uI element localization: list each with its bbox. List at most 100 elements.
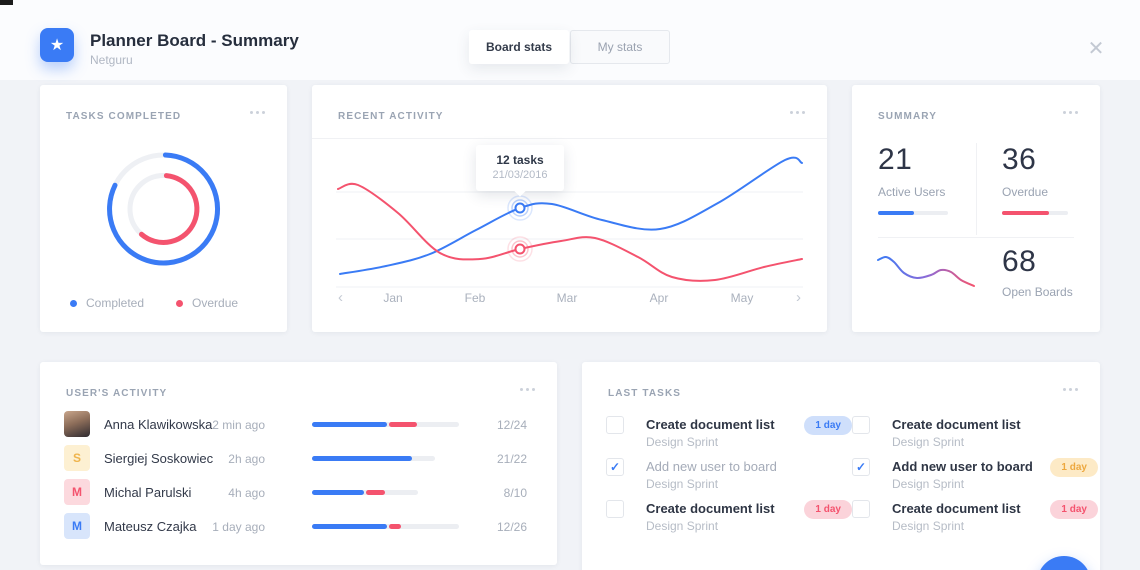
tooltip-value: 12 tasks — [496, 153, 544, 167]
user-progress-bar — [312, 524, 459, 529]
user-activity-row[interactable]: Anna Klawikowska 2 min ago 12/24 — [40, 408, 557, 442]
user-photo-avatar — [64, 411, 90, 437]
users-activity-card: USER'S ACTIVITY Anna Klawikowska 2 min ag… — [40, 362, 557, 565]
task-checkbox-checked[interactable]: ✓ — [852, 458, 870, 476]
progress-overdue-segment — [389, 422, 417, 427]
x-axis-months: ‹ › Jan Feb Mar Apr May — [336, 289, 803, 307]
last-tasks-column-2: Create document list Design Sprint ✓ Add ne… — [852, 414, 1098, 540]
user-activity-row[interactable]: M Mateusz Czajka 1 day ago 12/26 — [40, 510, 557, 544]
ellipsis-menu-icon[interactable] — [520, 388, 535, 391]
close-icon[interactable]: ✕ — [1087, 38, 1105, 60]
task-item: Create document list Design Sprint 1 day — [852, 498, 1098, 540]
task-project: Design Sprint — [646, 519, 719, 533]
user-last-active-time: 2h ago — [228, 452, 265, 466]
task-item: Create document list Design Sprint — [852, 414, 1098, 456]
month-tick-may: May — [730, 291, 754, 305]
tab-board-stats[interactable]: Board stats — [469, 30, 569, 64]
progress-overdue-segment — [366, 490, 385, 495]
task-project: Design Sprint — [892, 435, 965, 449]
task-title: Create document list — [646, 501, 775, 516]
summary-card: SUMMARY 21 Active Users 36 Overdue 68 Op… — [852, 85, 1100, 332]
user-progress-bar — [312, 456, 435, 461]
user-last-active-time: 1 day ago — [212, 520, 265, 534]
task-title: Create document list — [892, 501, 1021, 516]
task-title: Create document list — [646, 417, 775, 432]
month-tick-mar: Mar — [556, 291, 578, 305]
summary-title: SUMMARY — [878, 111, 937, 122]
open-boards-value: 68 — [1002, 245, 1037, 278]
legend-overdue: Overdue — [176, 296, 238, 310]
chevron-left-icon[interactable]: ‹ — [338, 289, 343, 306]
ellipsis-menu-icon[interactable] — [1063, 111, 1078, 114]
task-checkbox-unchecked[interactable] — [852, 500, 870, 518]
task-title: Create document list — [892, 417, 1021, 432]
task-project: Design Sprint — [892, 477, 965, 491]
user-last-active-time: 4h ago — [228, 486, 265, 500]
task-item: Create document list Design Sprint 1 day — [606, 414, 852, 456]
task-item: ✓ Add new user to board Design Sprint — [606, 456, 852, 498]
chevron-right-icon[interactable]: › — [796, 289, 801, 306]
tasks-completed-card: TASKS COMPLETED Completed Overdue — [40, 85, 287, 332]
recent-activity-title: RECENT ACTIVITY — [338, 111, 444, 122]
recent-activity-card: RECENT ACTIVITY 12 tasks 21/03/2016 ‹ › … — [312, 85, 827, 332]
month-tick-feb: Feb — [464, 291, 486, 305]
completed-dot-icon — [70, 299, 77, 307]
chart-tooltip: 12 tasks 21/03/2016 — [476, 145, 564, 191]
legend-completed: Completed — [70, 296, 144, 310]
month-tick-apr: Apr — [649, 291, 669, 305]
user-name: Michal Parulski — [104, 485, 192, 500]
task-project: Design Sprint — [892, 519, 965, 533]
last-tasks-card: LAST TASKS Create document list Design Sp… — [582, 362, 1100, 570]
task-item: Create document list Design Sprint 1 day — [606, 498, 852, 540]
task-project: Design Sprint — [646, 435, 719, 449]
activity-line-chart — [336, 156, 803, 288]
task-checkbox-unchecked[interactable] — [606, 416, 624, 434]
overdue-label: Overdue — [1002, 185, 1049, 199]
legend-completed-label: Completed — [86, 296, 145, 310]
task-checkbox-checked[interactable]: ✓ — [606, 458, 624, 476]
month-tick-jan: Jan — [383, 291, 403, 305]
user-last-active-time: 2 min ago — [212, 418, 265, 432]
horizontal-divider — [878, 237, 1074, 238]
progress-overdue-segment — [389, 524, 401, 529]
user-progress-bar — [312, 422, 459, 427]
page-title: Planner Board - Summary — [90, 31, 299, 50]
due-badge: 1 day — [1050, 458, 1098, 477]
vertical-divider — [976, 143, 977, 235]
user-initial-avatar: M — [64, 513, 90, 539]
task-item: ✓ Add new user to board Design Sprint 1 day — [852, 456, 1098, 498]
overdue-dot-icon — [176, 299, 184, 307]
task-checkbox-unchecked[interactable] — [852, 416, 870, 434]
stats-tabs: Board stats My stats — [469, 30, 670, 64]
add-task-fab-button[interactable] — [1037, 556, 1091, 570]
header-bar: ★ Planner Board - Summary Netguru Board … — [0, 0, 1140, 80]
overdue-value: 36 — [1002, 143, 1037, 176]
ellipsis-menu-icon[interactable] — [790, 111, 805, 114]
task-project: Design Sprint — [646, 477, 719, 491]
user-name: Anna Klawikowska — [104, 417, 213, 432]
user-task-score: 12/26 — [496, 520, 527, 534]
tasks-completed-title: TASKS COMPLETED — [66, 111, 182, 122]
active-users-progress — [878, 211, 948, 215]
user-initial-avatar: S — [64, 445, 90, 471]
tab-my-stats[interactable]: My stats — [570, 30, 670, 64]
ellipsis-menu-icon[interactable] — [1063, 388, 1078, 391]
user-activity-row[interactable]: S Siergiej Soskowiec 2h ago 21/22 — [40, 442, 557, 476]
star-icon[interactable]: ★ — [40, 28, 74, 62]
user-task-score: 8/10 — [503, 486, 527, 500]
progress-completed-segment — [312, 422, 387, 427]
due-badge: 1 day — [1050, 500, 1098, 519]
users-activity-title: USER'S ACTIVITY — [66, 388, 168, 399]
progress-completed-segment — [312, 490, 364, 495]
due-badge: 1 day — [804, 416, 852, 435]
ellipsis-menu-icon[interactable] — [250, 111, 265, 114]
user-activity-row[interactable]: M Michal Parulski 4h ago 8/10 — [40, 476, 557, 510]
user-initial-avatar: M — [64, 479, 90, 505]
screen-corner-artifact — [0, 0, 13, 5]
active-users-label: Active Users — [878, 185, 946, 199]
last-tasks-column-1: Create document list Design Sprint 1 day ✓ A… — [606, 414, 852, 540]
open-boards-sparkline — [877, 255, 975, 287]
open-boards-label: Open Boards — [1002, 285, 1073, 299]
task-checkbox-unchecked[interactable] — [606, 500, 624, 518]
